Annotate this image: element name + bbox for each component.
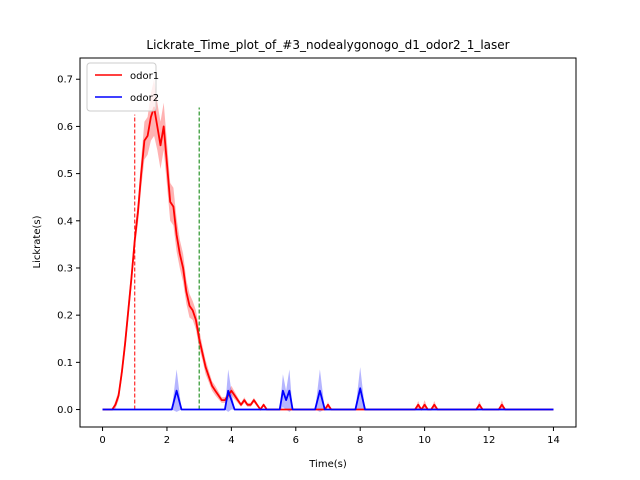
- axes-frame: [79, 57, 577, 428]
- series-line-odor2: [102, 387, 554, 411]
- x-tick-label: 4: [228, 435, 234, 446]
- chart-title: Lickrate_Time_plot_of_#3_nodealygonogo_d…: [146, 38, 509, 52]
- x-tick-label: 10: [418, 435, 431, 446]
- y-tick-label: 0.2: [57, 311, 73, 322]
- y-axis: 0.0 0.1 0.2 0.3 0.4 0.5 0.6 0.7: [57, 75, 80, 416]
- x-axis: 0 2 4 6 8 10 12 14: [99, 427, 560, 446]
- x-tick-label: 8: [357, 435, 363, 446]
- y-tick-label: 0.5: [57, 169, 73, 180]
- legend-label-odor1: odor1: [130, 71, 159, 82]
- plot-area: [102, 79, 554, 412]
- x-tick-label: 14: [547, 435, 560, 446]
- x-tick-label: 2: [164, 435, 170, 446]
- x-tick-label: 12: [483, 435, 496, 446]
- y-tick-label: 0.0: [57, 405, 73, 416]
- y-tick-label: 0.1: [57, 358, 73, 369]
- y-tick-label: 0.4: [57, 216, 73, 227]
- y-tick-label: 0.3: [57, 263, 73, 274]
- x-tick-label: 0: [99, 435, 105, 446]
- y-tick-label: 0.7: [57, 75, 73, 86]
- legend: odor1 odor2: [86, 62, 159, 112]
- x-tick-label: 6: [293, 435, 299, 446]
- x-axis-label: Time(s): [308, 459, 347, 470]
- y-axis-label: Lickrate(s): [32, 215, 43, 268]
- y-tick-label: 0.6: [57, 122, 73, 133]
- legend-label-odor2: odor2: [130, 93, 159, 104]
